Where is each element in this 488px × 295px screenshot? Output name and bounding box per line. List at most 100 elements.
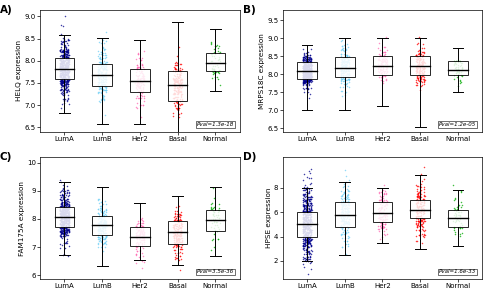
Point xyxy=(378,54,386,59)
Point xyxy=(302,66,309,71)
Point xyxy=(302,51,309,55)
Point xyxy=(57,228,65,232)
Point xyxy=(97,40,105,45)
Point xyxy=(380,224,388,229)
Point xyxy=(307,237,315,242)
Point xyxy=(307,67,315,72)
Point xyxy=(62,211,70,216)
Point xyxy=(304,197,311,202)
Point xyxy=(173,256,181,260)
Point xyxy=(62,229,70,234)
Point xyxy=(343,230,350,235)
Point xyxy=(173,86,181,91)
Point xyxy=(56,70,64,75)
Point xyxy=(302,66,310,71)
Point xyxy=(98,236,106,240)
Point xyxy=(300,62,307,66)
Point xyxy=(307,78,315,82)
Point xyxy=(451,229,459,234)
Point xyxy=(178,236,186,241)
Point xyxy=(100,241,107,246)
Point xyxy=(300,202,308,207)
Point xyxy=(418,207,426,212)
Point xyxy=(303,70,310,74)
Point xyxy=(60,70,67,75)
Point xyxy=(306,217,314,222)
Point xyxy=(304,72,312,76)
Point xyxy=(138,237,145,242)
Point xyxy=(345,222,352,227)
Point xyxy=(302,70,310,75)
Point xyxy=(451,196,459,200)
Point xyxy=(95,60,102,65)
Point xyxy=(99,77,106,82)
Point xyxy=(301,62,309,67)
Point xyxy=(140,65,147,70)
Point xyxy=(64,218,72,223)
Point xyxy=(65,216,73,221)
Point xyxy=(418,50,426,55)
Point xyxy=(60,58,68,63)
Y-axis label: FAM175A expression: FAM175A expression xyxy=(19,181,25,256)
Point xyxy=(457,80,465,84)
Point xyxy=(421,65,428,70)
Point xyxy=(210,68,218,72)
Point xyxy=(95,201,103,206)
Point xyxy=(64,71,72,76)
Point xyxy=(303,205,310,210)
Point xyxy=(304,71,312,76)
Point xyxy=(62,46,70,51)
Point xyxy=(60,208,68,213)
Point xyxy=(62,70,70,75)
Point xyxy=(301,68,308,73)
Point xyxy=(303,79,310,83)
Point xyxy=(300,194,308,199)
Point xyxy=(98,217,105,222)
Point xyxy=(304,72,312,76)
Point xyxy=(139,227,146,231)
Point xyxy=(377,205,385,209)
Point xyxy=(57,79,65,83)
Point xyxy=(458,60,466,65)
Point xyxy=(61,206,69,211)
Point xyxy=(96,60,104,65)
Point xyxy=(59,199,66,204)
Point xyxy=(61,83,69,87)
Point xyxy=(303,212,311,216)
Point xyxy=(307,237,315,241)
Point xyxy=(456,59,464,64)
Point xyxy=(305,211,313,215)
Point xyxy=(60,79,67,83)
Point xyxy=(307,65,315,70)
Point xyxy=(135,89,143,94)
Point xyxy=(98,215,106,220)
Point xyxy=(378,209,386,214)
Point xyxy=(413,212,421,217)
Point xyxy=(101,212,108,216)
Point xyxy=(421,194,428,198)
Point xyxy=(341,168,348,172)
Point xyxy=(456,225,464,230)
Point xyxy=(417,192,425,197)
Point xyxy=(61,83,68,88)
Point xyxy=(415,79,423,83)
Point xyxy=(345,66,353,71)
Point xyxy=(101,218,109,223)
Point xyxy=(170,87,178,92)
Point xyxy=(376,53,384,58)
Point xyxy=(177,93,184,97)
Point xyxy=(58,230,65,235)
Point xyxy=(99,88,106,92)
Point xyxy=(58,231,66,236)
Point xyxy=(306,77,314,82)
Point xyxy=(140,94,148,99)
Point xyxy=(456,226,464,230)
Point xyxy=(339,225,347,230)
Point xyxy=(302,67,309,72)
Point xyxy=(307,176,315,181)
Point xyxy=(132,253,140,258)
Point xyxy=(173,237,181,242)
Point xyxy=(421,199,428,204)
Point xyxy=(419,67,427,72)
Point xyxy=(102,72,110,77)
